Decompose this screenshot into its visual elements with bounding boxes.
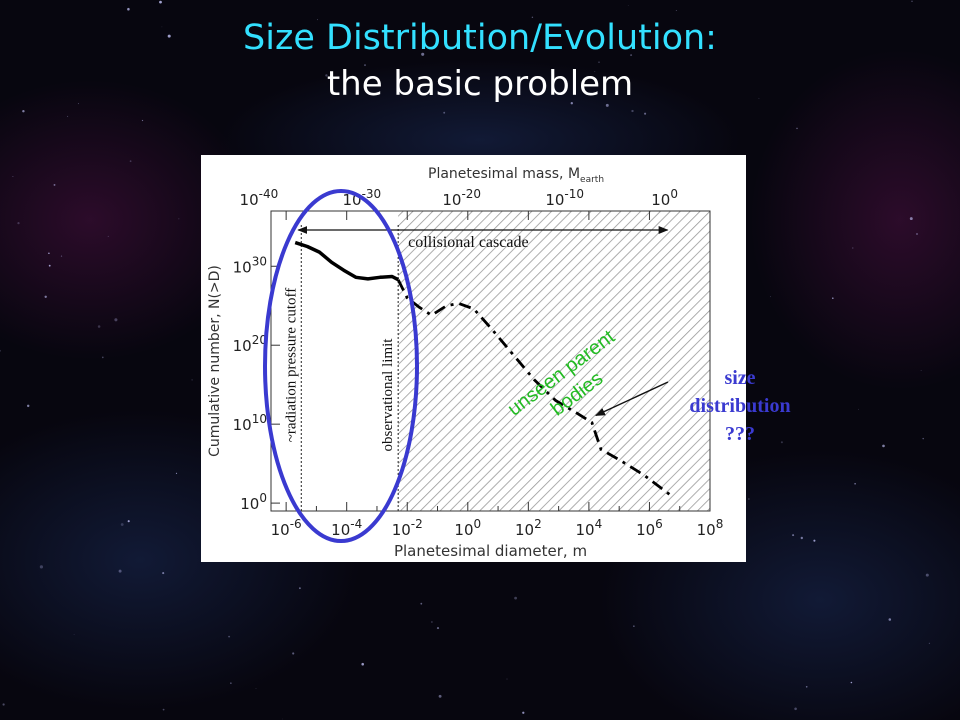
slide-title: Size Distribution/Evolution: [243, 18, 717, 58]
y-axis-label: Cumulative number, N(>D) [207, 265, 223, 457]
plot-frame [270, 210, 711, 512]
top-tick-label: 10-10 [545, 187, 584, 209]
x-tick-label: 108 [697, 517, 724, 539]
x-tick-label: 106 [636, 517, 663, 539]
x-tick-label: 10-4 [331, 517, 362, 539]
x-tick-label: 10-2 [392, 517, 423, 539]
radiation-cutoff-label: ~radiation pressure cutoff [283, 288, 299, 442]
y-tick-label: 1030 [233, 254, 267, 276]
y-tick-label: 1020 [233, 333, 267, 355]
y-tick-label: 1010 [233, 412, 267, 434]
x-tick-label: 104 [576, 517, 603, 539]
annotation-line-1: size [724, 367, 756, 389]
size-distribution-annotation: size distribution ??? [660, 364, 820, 448]
slide-subtitle: the basic problem [326, 64, 634, 104]
observed-size-distribution-line [294, 240, 400, 282]
x-tick-label: 10-6 [271, 517, 302, 539]
highlight-ellipse [263, 189, 419, 543]
size-distribution-pointer-arrow [595, 381, 669, 417]
x-tick-label: 102 [515, 517, 542, 539]
x-tick-label: 100 [454, 517, 481, 539]
annotation-line-3: ??? [725, 423, 755, 445]
hatched-region [398, 211, 710, 511]
y-tick-label: 100 [240, 491, 267, 513]
collisional-cascade-label: collisional cascade [408, 234, 528, 251]
top-tick-label: 10-20 [442, 187, 481, 209]
annotation-line-2: distribution [689, 395, 791, 417]
inferred-size-distribution-line [396, 279, 672, 497]
top-tick-label: 100 [651, 187, 678, 209]
top-tick-label: 10-40 [240, 187, 279, 209]
top-axis-label: Planetesimal mass, Mearth [428, 166, 604, 185]
x-axis-label: Planetesimal diameter, m [394, 542, 587, 560]
observational-limit-label: observational limit [380, 338, 396, 452]
